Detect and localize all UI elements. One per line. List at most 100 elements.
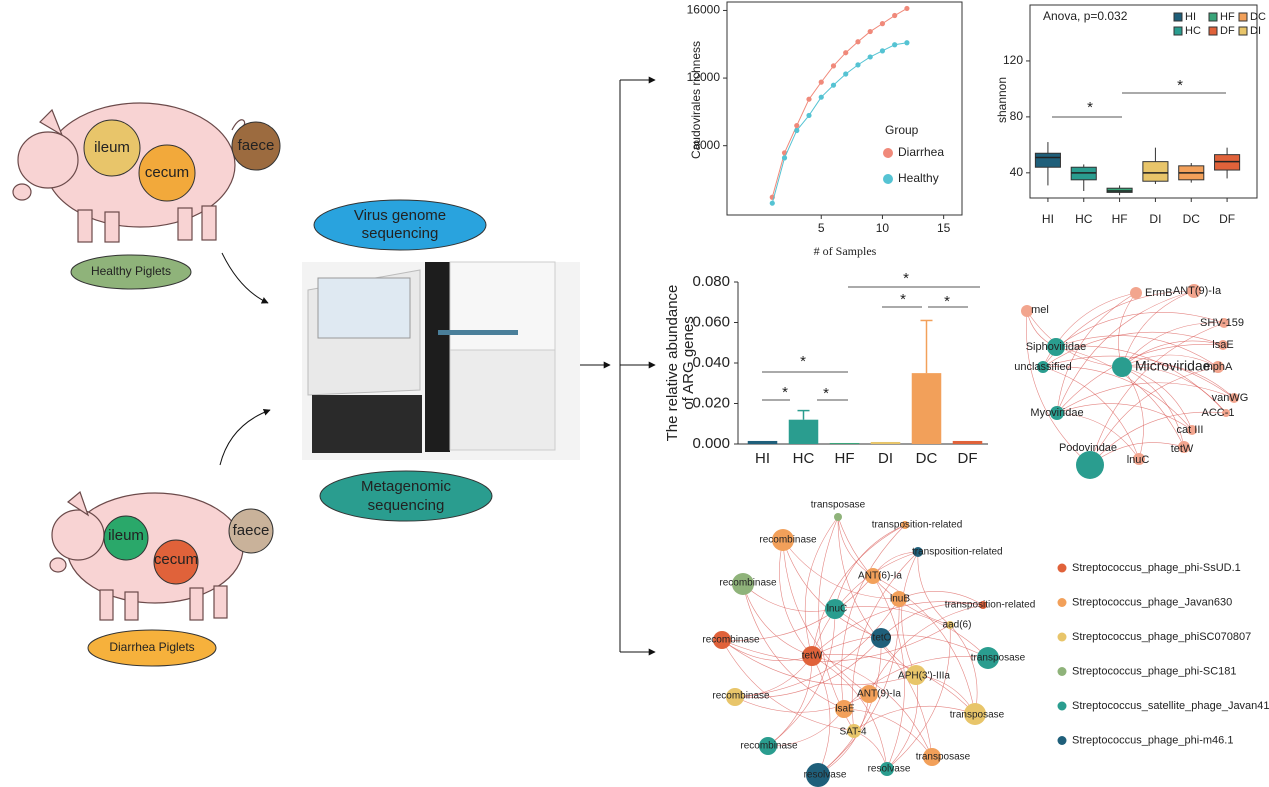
edge bbox=[734, 598, 900, 698]
node-label: lsaE bbox=[835, 704, 855, 715]
edge bbox=[1056, 290, 1195, 414]
x-tick-label: HI bbox=[755, 450, 770, 467]
point bbox=[892, 42, 898, 48]
edge bbox=[782, 539, 882, 639]
edge bbox=[853, 705, 976, 732]
network-node bbox=[946, 621, 954, 629]
edge bbox=[872, 575, 905, 770]
arrow bbox=[221, 252, 269, 304]
network-node bbox=[901, 521, 909, 529]
node-label: ErmB bbox=[1145, 287, 1173, 299]
node-label: aad(6) bbox=[943, 620, 972, 631]
network-node bbox=[1187, 425, 1197, 435]
organ bbox=[231, 121, 281, 171]
x-tick-label: HI bbox=[1042, 212, 1054, 226]
edge bbox=[1056, 412, 1140, 460]
legend-marker bbox=[883, 148, 893, 158]
bar bbox=[870, 441, 901, 444]
point bbox=[904, 5, 910, 12]
step-badge bbox=[313, 199, 487, 251]
organ-label: faece bbox=[233, 522, 270, 539]
point bbox=[806, 96, 812, 102]
legend-marker bbox=[1208, 26, 1218, 36]
node-label: transposition-related bbox=[872, 520, 963, 531]
edge bbox=[767, 655, 813, 747]
x-axis-label: # of Samples bbox=[814, 244, 877, 258]
edge bbox=[1121, 366, 1144, 460]
y-tick-label: 0.060 bbox=[692, 313, 730, 330]
y-tick-label: 0.020 bbox=[692, 394, 730, 411]
plot-frame bbox=[726, 1, 963, 216]
edge bbox=[1121, 354, 1219, 368]
x-tick-label: 15 bbox=[937, 221, 951, 235]
edge bbox=[1118, 292, 1137, 368]
legend-marker bbox=[1057, 701, 1067, 711]
legend-label: DF bbox=[1220, 25, 1235, 37]
network-node bbox=[825, 599, 845, 619]
edge bbox=[1042, 292, 1137, 368]
node-label: resolvase bbox=[868, 764, 911, 775]
network-node bbox=[1222, 409, 1230, 417]
node-label: lnuC bbox=[1127, 454, 1150, 466]
network-node bbox=[1112, 357, 1132, 377]
point bbox=[794, 122, 800, 129]
edge bbox=[1121, 340, 1224, 368]
healthy-pig bbox=[12, 102, 246, 243]
legend-marker bbox=[1057, 667, 1067, 676]
bracket bbox=[619, 76, 656, 656]
point bbox=[855, 39, 861, 45]
edge bbox=[1121, 290, 1195, 368]
edge bbox=[721, 624, 951, 662]
group-badge bbox=[87, 629, 217, 667]
box bbox=[1034, 152, 1061, 168]
group-label: Diarrhea Piglets bbox=[109, 640, 194, 654]
network-node bbox=[1037, 361, 1049, 373]
node-label: transposase bbox=[916, 752, 971, 763]
edge bbox=[1056, 292, 1137, 414]
significance: * bbox=[1087, 99, 1093, 116]
node-label: recombinase bbox=[712, 691, 770, 702]
node-label: APH(3')-IIIa bbox=[898, 671, 950, 682]
network-node bbox=[1219, 318, 1229, 328]
node-label: recombinase bbox=[759, 535, 817, 546]
organ-label: ileum bbox=[94, 139, 130, 156]
network-node bbox=[802, 646, 822, 666]
significance: * bbox=[1177, 77, 1183, 94]
point bbox=[904, 40, 910, 46]
organ bbox=[153, 539, 199, 585]
group-label: Healthy Piglets bbox=[91, 264, 171, 278]
network-node bbox=[1218, 340, 1228, 350]
edge bbox=[898, 591, 984, 606]
step-label: sequencing bbox=[362, 225, 439, 242]
node-label: transposition-related bbox=[912, 547, 1003, 558]
point bbox=[794, 127, 800, 134]
edge bbox=[782, 539, 900, 600]
legend-label: DI bbox=[1250, 25, 1261, 37]
x-tick-label: DF bbox=[1219, 212, 1235, 226]
network-node bbox=[835, 700, 853, 718]
arrow bbox=[219, 408, 271, 466]
legend-label: HI bbox=[1185, 11, 1196, 23]
legend-marker bbox=[1057, 563, 1067, 573]
edge bbox=[868, 604, 984, 695]
edge bbox=[1121, 366, 1185, 448]
step-label: Virus genome bbox=[354, 207, 446, 224]
node-label: cat III bbox=[1177, 424, 1204, 436]
node-label: lsaE bbox=[1212, 339, 1233, 351]
bar bbox=[788, 419, 819, 444]
legend-marker bbox=[1057, 598, 1067, 607]
legend-label: HF bbox=[1220, 11, 1235, 23]
point bbox=[830, 82, 837, 88]
node-label: ACC-1 bbox=[1201, 407, 1234, 419]
point bbox=[867, 28, 873, 35]
significance: * bbox=[823, 385, 829, 402]
edge bbox=[1026, 310, 1123, 368]
y-tick-label: 16000 bbox=[687, 3, 721, 17]
point bbox=[818, 94, 824, 100]
edge bbox=[767, 708, 845, 747]
network-node bbox=[906, 665, 926, 685]
node-label: resolvase bbox=[804, 770, 847, 781]
edge bbox=[811, 524, 906, 657]
organ-label: cecum bbox=[145, 164, 189, 181]
